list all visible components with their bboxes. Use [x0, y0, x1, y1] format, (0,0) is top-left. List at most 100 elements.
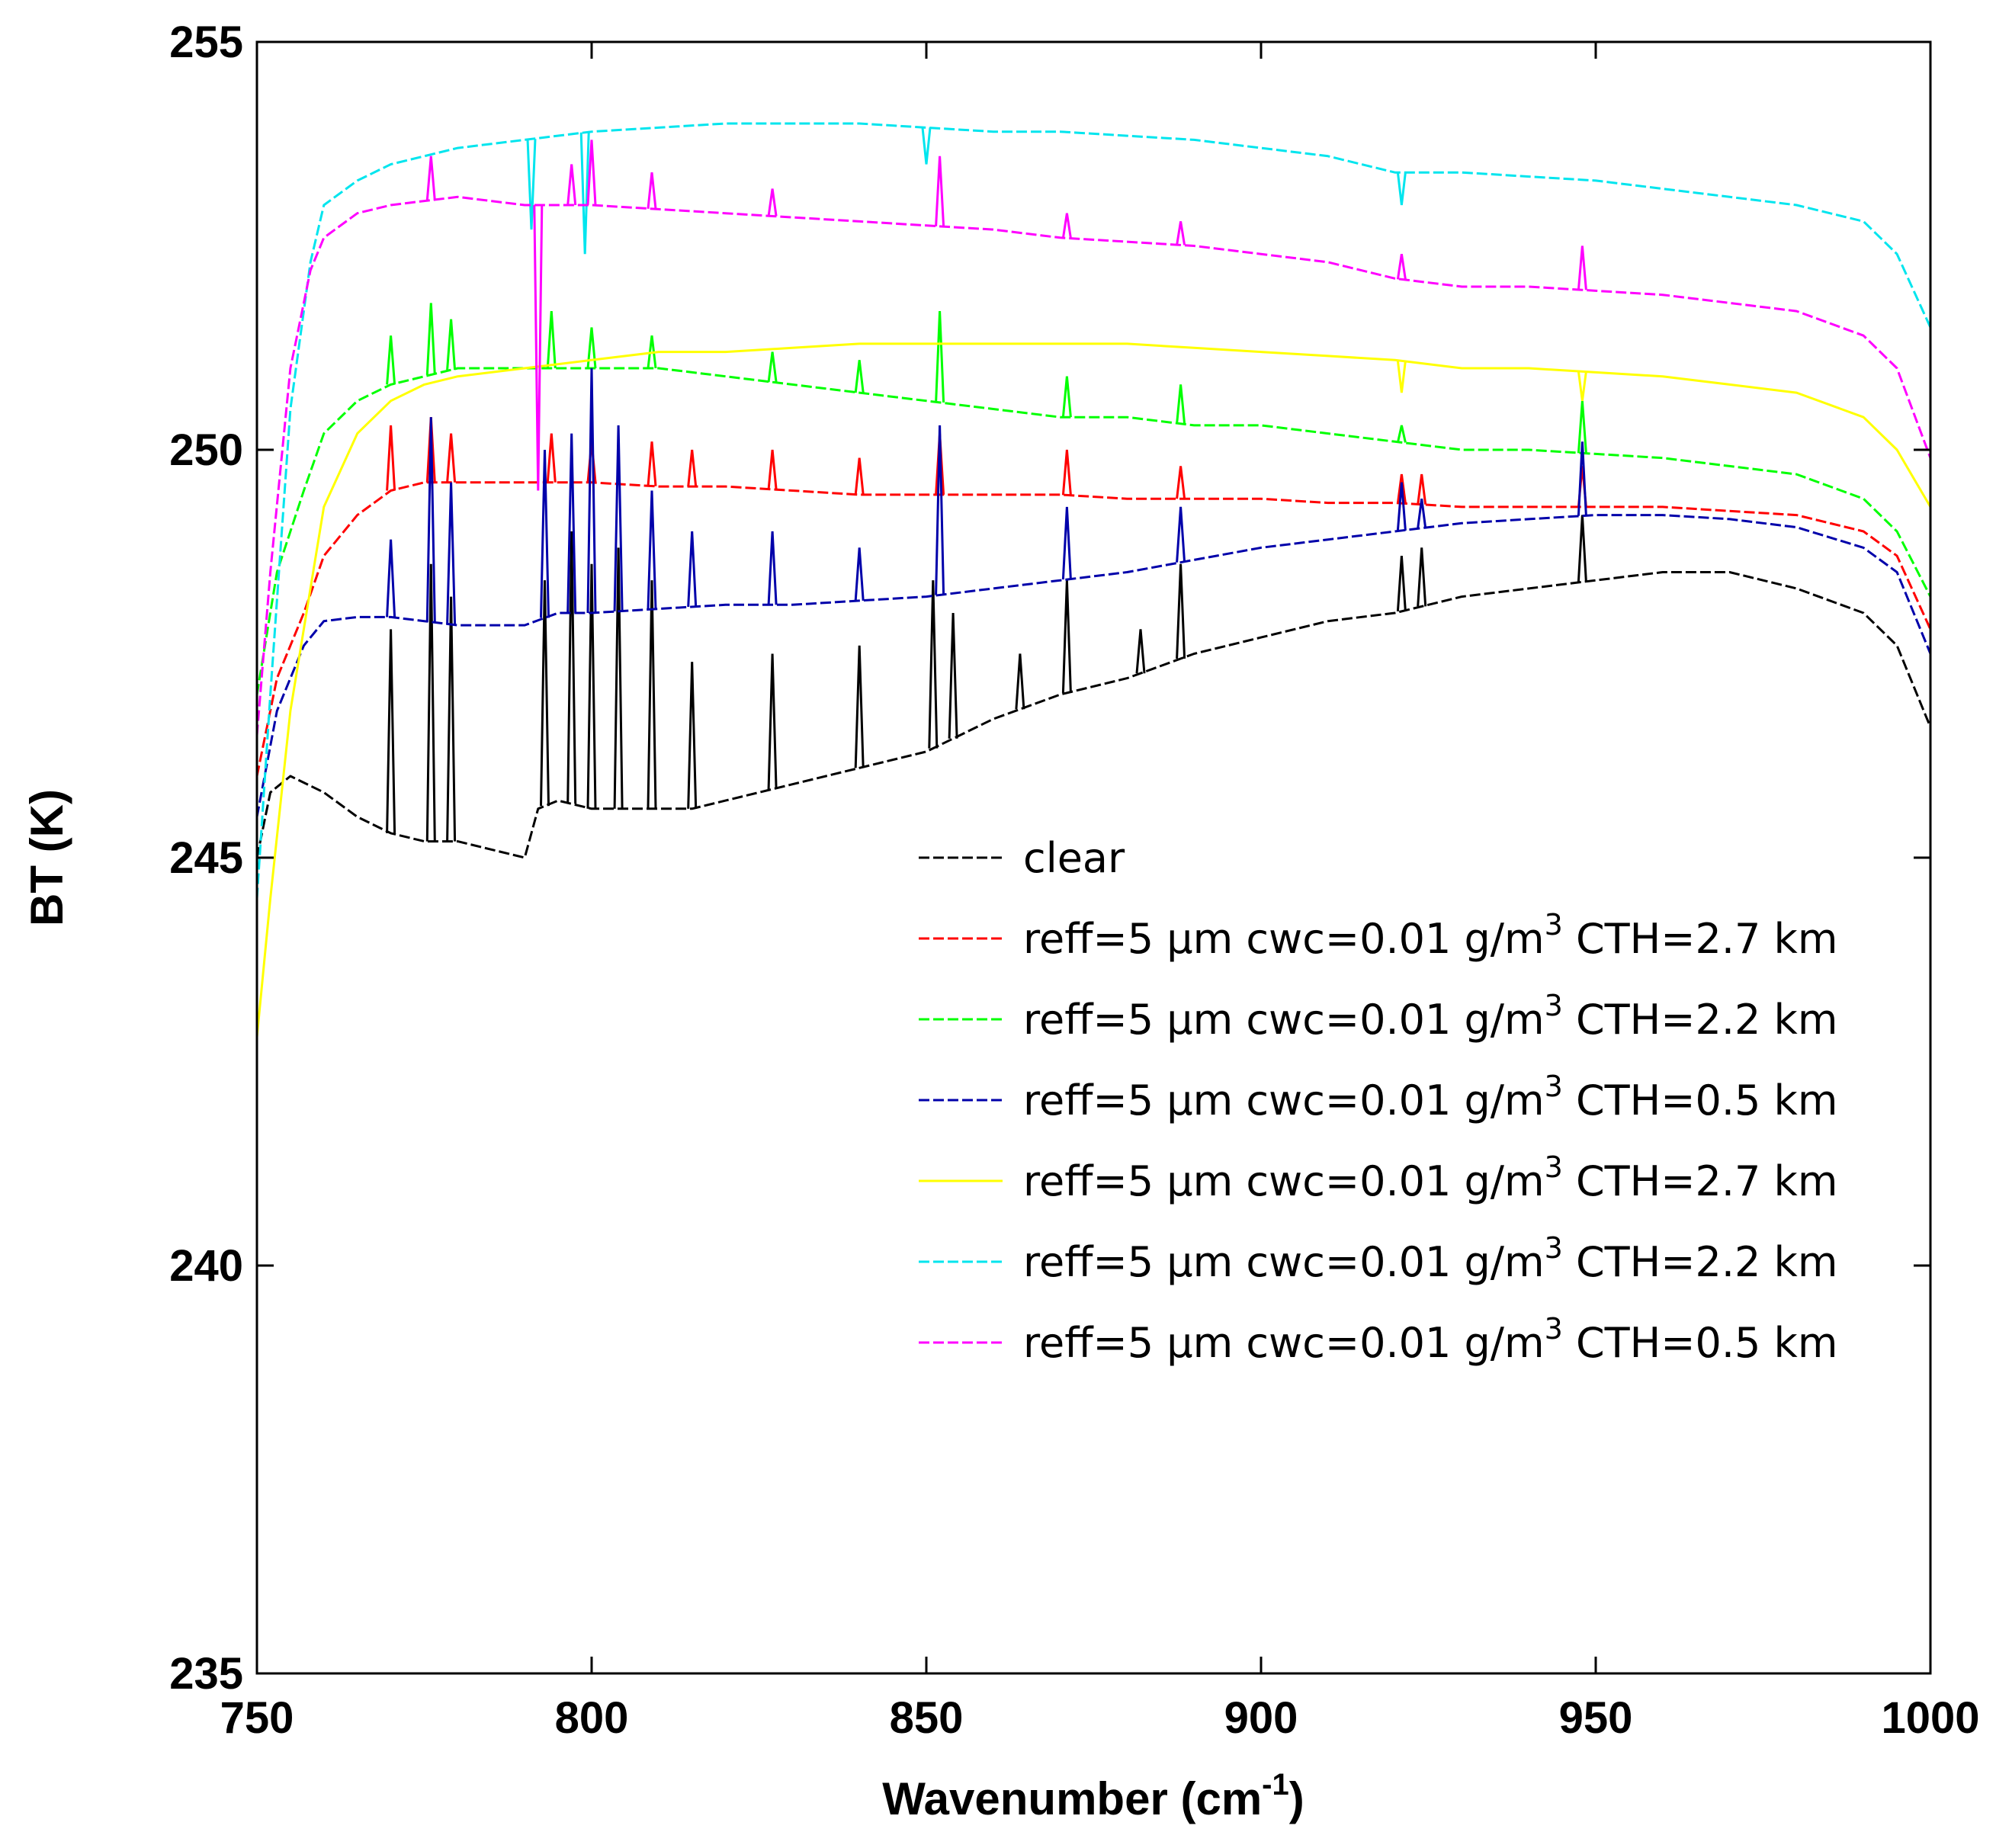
absorption-spike: [586, 367, 597, 614]
absorption-spike: [1577, 245, 1587, 290]
absorption-spike: [579, 132, 590, 255]
absorption-spike: [1176, 466, 1186, 499]
absorption-spike: [566, 433, 577, 614]
absorption-spike: [566, 531, 577, 804]
absorption-spike: [1396, 425, 1407, 443]
absorption-spike: [1176, 221, 1186, 245]
series-line: [255, 367, 1932, 695]
absorption-spike: [948, 612, 958, 739]
legend-entry-suffix: CTH=2.7 km: [1563, 915, 1838, 963]
absorption-spike: [767, 653, 778, 790]
legend-entry-text: reff=5 µm cwc=0.01 g/m: [1023, 1157, 1545, 1205]
y-axis-title: BT (K): [21, 789, 72, 926]
y-tick-label: 255: [169, 18, 243, 67]
absorption-spike: [533, 204, 544, 491]
legend-entry-text: reff=5 µm cwc=0.01 g/m: [1023, 1076, 1545, 1125]
absorption-spike: [1396, 555, 1407, 612]
absorption-spike: [386, 539, 396, 618]
absorption-spike: [446, 433, 457, 483]
legend-entry-suffix: CTH=0.5 km: [1563, 1319, 1838, 1367]
absorption-spike: [546, 433, 557, 483]
absorption-spike: [425, 563, 436, 842]
y-tick-label: 245: [169, 833, 243, 883]
absorption-spike: [1396, 253, 1407, 280]
absorption-spike: [1417, 473, 1427, 505]
absorption-spike: [540, 580, 550, 807]
absorption-spike: [1176, 384, 1186, 424]
series-layer: [255, 122, 1932, 1038]
x-axis-title-main: Wavenumber (cm: [882, 1773, 1262, 1824]
absorption-spike: [1577, 515, 1587, 582]
legend-entry: reff=5 µm cwc=0.01 g/m3 CTH=2.7 km: [1023, 1150, 1837, 1205]
legend-entry: reff=5 µm cwc=0.01 g/m3 CTH=2.7 km: [1023, 908, 1837, 963]
absorption-spike: [854, 457, 865, 496]
absorption-spike: [1396, 172, 1407, 206]
x-tick-label: 950: [1559, 1693, 1633, 1743]
absorption-spike: [767, 188, 778, 217]
absorption-spike: [446, 482, 457, 625]
y-tick-label: 240: [169, 1241, 243, 1291]
absorption-spike: [647, 490, 657, 610]
x-axis-title: Wavenumber (cm-1): [882, 1768, 1304, 1824]
absorption-spike: [647, 335, 657, 369]
legend-entry-text: reff=5 µm cwc=0.01 g/m: [1023, 996, 1545, 1044]
legend-entry-suffix: CTH=2.7 km: [1563, 1157, 1838, 1205]
absorption-spike: [935, 425, 945, 595]
absorption-spike: [767, 531, 778, 605]
absorption-spike: [386, 335, 396, 385]
x-axis-title-superscript: -1: [1262, 1768, 1289, 1801]
series-line: [255, 571, 1932, 859]
absorption-spike: [613, 425, 624, 611]
absorption-spike: [647, 580, 657, 809]
absorption-spike: [613, 547, 624, 809]
absorption-spike: [1176, 506, 1186, 563]
absorption-spike: [935, 156, 945, 226]
legend-entry-suffix: CTH=0.5 km: [1563, 1076, 1838, 1125]
absorption-spike: [687, 449, 698, 487]
absorption-spike: [546, 311, 557, 369]
legend-entry: reff=5 µm cwc=0.01 g/m3 CTH=0.5 km: [1023, 1312, 1837, 1367]
absorption-spike: [386, 425, 396, 491]
absorption-spike: [586, 327, 597, 369]
legend-entry-suffix: CTH=2.2 km: [1563, 996, 1838, 1044]
absorption-spike: [1061, 213, 1072, 239]
y-tick-label: 235: [169, 1649, 243, 1699]
x-tick-label: 800: [555, 1693, 629, 1743]
series-line: [255, 195, 1932, 736]
absorption-spike: [687, 662, 698, 809]
absorption-spike: [647, 172, 657, 209]
absorption-spike: [540, 449, 550, 618]
absorption-spike: [1396, 473, 1407, 504]
legend-entry-superscript: 3: [1545, 989, 1563, 1022]
absorption-spike: [425, 417, 436, 622]
legend-entry: reff=5 µm cwc=0.01 g/m3 CTH=2.2 km: [1023, 1231, 1837, 1286]
absorption-spike: [854, 547, 865, 602]
absorption-spike: [1396, 482, 1407, 531]
legend-entry-suffix: CTH=2.2 km: [1563, 1238, 1838, 1286]
legend-entry-superscript: 3: [1545, 1150, 1563, 1184]
series-line: [255, 122, 1932, 899]
absorption-spike: [446, 596, 457, 842]
absorption-spike: [586, 140, 597, 206]
legend-entry: reff=5 µm cwc=0.01 g/m3 CTH=0.5 km: [1023, 1070, 1837, 1125]
legend-entry: clear: [1023, 834, 1125, 882]
absorption-spike: [1061, 506, 1072, 580]
absorption-spike: [425, 303, 436, 375]
absorption-spike: [1417, 499, 1427, 528]
legend-entry: reff=5 µm cwc=0.01 g/m3 CTH=2.2 km: [1023, 989, 1837, 1044]
absorption-spike: [1176, 563, 1186, 659]
absorption-spike: [921, 127, 932, 165]
absorption-spike: [928, 580, 939, 749]
legend-entry-text: reff=5 µm cwc=0.01 g/m: [1023, 1238, 1545, 1286]
legend-entry-superscript: 3: [1545, 1070, 1563, 1103]
x-axis-title-close: ): [1289, 1773, 1304, 1824]
legend-entry-text: reff=5 µm cwc=0.01 g/m: [1023, 915, 1545, 963]
x-tick-label: 1000: [1881, 1693, 1979, 1743]
absorption-spike: [386, 629, 396, 833]
series-line: [255, 514, 1932, 817]
ticks-layer: 750 800 850 900 950 1000 235 240 245 250 255: [169, 18, 1979, 1743]
legend-entry-superscript: 3: [1545, 1231, 1563, 1265]
